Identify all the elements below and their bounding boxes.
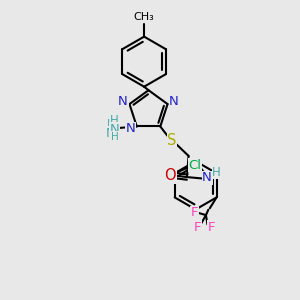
Text: F: F — [208, 221, 215, 234]
Text: H: H — [107, 119, 115, 129]
Text: N: N — [110, 123, 120, 136]
Text: CH₃: CH₃ — [134, 13, 154, 22]
Text: N: N — [118, 95, 128, 108]
Text: Cl: Cl — [188, 158, 201, 172]
Text: H: H — [111, 132, 119, 142]
Text: H: H — [212, 166, 221, 178]
Text: S: S — [167, 133, 177, 148]
Text: F: F — [190, 206, 198, 219]
Text: N: N — [125, 122, 135, 135]
Text: N: N — [106, 127, 116, 140]
Text: H: H — [110, 114, 119, 127]
Text: N: N — [169, 95, 179, 108]
Text: N: N — [202, 172, 212, 184]
Text: F: F — [194, 221, 201, 234]
Text: O: O — [164, 168, 176, 183]
